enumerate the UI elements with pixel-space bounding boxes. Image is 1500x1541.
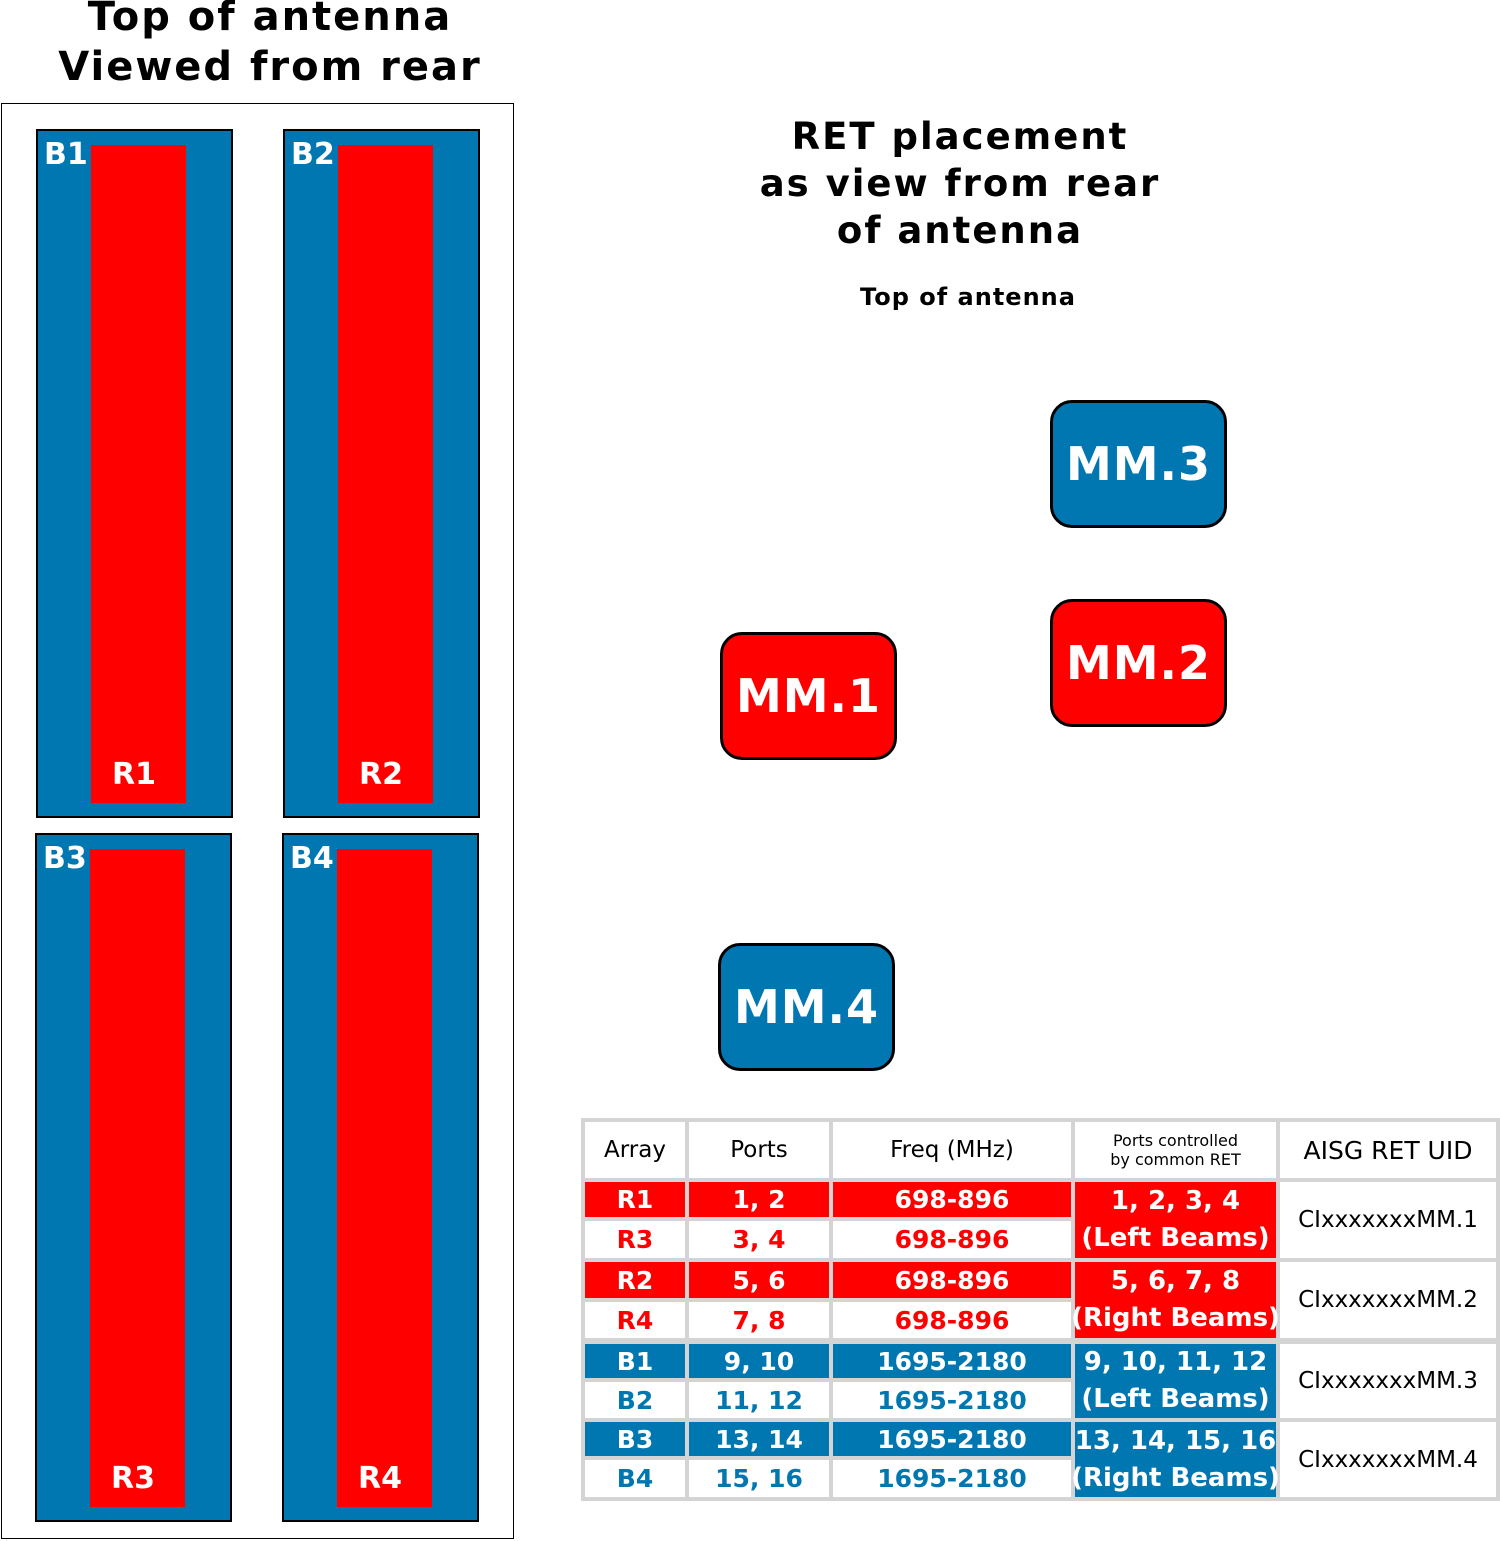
top-of-antenna-label: Top of antenna — [860, 283, 1076, 311]
antenna-view-title-line1: Top of antenna — [87, 0, 453, 40]
row-freq: 698-896 — [833, 1182, 1071, 1217]
ret-uid-mm1: CIxxxxxxxMM.1 — [1280, 1182, 1496, 1258]
antenna-view-title: Top of antenna Viewed from rear — [0, 0, 540, 92]
ret-placement-title-line1: RET placement — [791, 115, 1129, 158]
array-label-b1: B1 — [44, 137, 88, 172]
common-ret-group-3: 9, 10, 11, 12 (Left Beams) — [1075, 1344, 1276, 1418]
array-label-b2: B2 — [291, 137, 335, 172]
common-ret-ports: 5, 6, 7, 8 — [1110, 1266, 1241, 1296]
common-ret-group-4: 13, 14, 15, 16 (Right Beams) — [1071, 1422, 1280, 1497]
ret-box-mm4: MM.4 — [718, 943, 895, 1071]
row-freq: 698-896 — [833, 1262, 1071, 1298]
header-freq: Freq (MHz) — [833, 1122, 1071, 1178]
row-array: R1 — [585, 1182, 685, 1217]
row-freq: 698-896 — [833, 1221, 1071, 1258]
array-label-r1: R1 — [112, 757, 156, 792]
row-freq: 1695-2180 — [833, 1460, 1071, 1497]
array-label-b3: B3 — [43, 841, 87, 876]
row-ports: 9, 10 — [689, 1344, 829, 1378]
ret-table: Array Ports Freq (MHz) Ports controlled … — [581, 1118, 1500, 1501]
array-label-r2: R2 — [359, 757, 403, 792]
row-ports: 11, 12 — [689, 1382, 829, 1418]
ret-placement-title-line3: of antenna — [836, 209, 1084, 252]
header-uid: AISG RET UID — [1280, 1122, 1496, 1178]
common-ret-group-2: 5, 6, 7, 8 (Right Beams) — [1071, 1262, 1280, 1338]
row-freq: 1695-2180 — [833, 1382, 1071, 1418]
array-label-r3: R3 — [111, 1461, 155, 1496]
row-array: B2 — [585, 1382, 685, 1418]
header-common-ret: Ports controlled by common RET — [1075, 1122, 1276, 1178]
row-freq: 698-896 — [833, 1302, 1071, 1338]
header-common-ret-line2: by common RET — [1110, 1150, 1241, 1169]
ret-uid-mm2: CIxxxxxxxMM.2 — [1280, 1262, 1496, 1338]
row-array: B3 — [585, 1422, 685, 1456]
ret-placement-title: RET placement as view from rear of anten… — [700, 113, 1220, 254]
ret-box-mm3: MM.3 — [1050, 400, 1227, 528]
array-column-r2 — [338, 145, 433, 803]
row-ports: 15, 16 — [689, 1460, 829, 1497]
array-label-r4: R4 — [358, 1461, 402, 1496]
header-ports: Ports — [689, 1122, 829, 1178]
common-ret-beams: (Left Beams) — [1081, 1223, 1270, 1253]
row-freq: 1695-2180 — [833, 1422, 1071, 1456]
header-common-ret-line1: Ports controlled — [1112, 1131, 1239, 1150]
common-ret-ports: 9, 10, 11, 12 — [1083, 1347, 1268, 1377]
common-ret-beams: (Right Beams) — [1071, 1303, 1280, 1333]
common-ret-beams: (Right Beams) — [1071, 1462, 1280, 1493]
row-ports: 5, 6 — [689, 1262, 829, 1298]
ret-placement-title-line2: as view from rear — [759, 162, 1161, 205]
ret-box-mm1: MM.1 — [720, 632, 897, 760]
common-ret-group-1: 1, 2, 3, 4 (Left Beams) — [1075, 1182, 1276, 1258]
ret-uid-mm3: CIxxxxxxxMM.3 — [1280, 1344, 1496, 1418]
row-ports: 3, 4 — [689, 1221, 829, 1258]
row-ports: 1, 2 — [689, 1182, 829, 1217]
array-label-b4: B4 — [290, 841, 334, 876]
row-freq: 1695-2180 — [833, 1344, 1071, 1378]
antenna-view-title-line2: Viewed from rear — [58, 44, 482, 90]
row-array: B1 — [585, 1344, 685, 1378]
ret-uid-mm4: CIxxxxxxxMM.4 — [1280, 1422, 1496, 1497]
header-array: Array — [585, 1122, 685, 1178]
common-ret-ports: 13, 14, 15, 16 — [1074, 1425, 1277, 1456]
row-array: R2 — [585, 1262, 685, 1298]
row-ports: 13, 14 — [689, 1422, 829, 1456]
row-array: R4 — [585, 1302, 685, 1338]
common-ret-ports: 1, 2, 3, 4 — [1110, 1186, 1241, 1216]
row-ports: 7, 8 — [689, 1302, 829, 1338]
array-column-r4 — [337, 849, 432, 1507]
ret-box-mm2: MM.2 — [1050, 599, 1227, 727]
row-array: R3 — [585, 1221, 685, 1258]
array-column-r1 — [91, 145, 186, 803]
array-column-r3 — [90, 849, 185, 1507]
row-array: B4 — [585, 1460, 685, 1497]
common-ret-beams: (Left Beams) — [1081, 1384, 1270, 1414]
